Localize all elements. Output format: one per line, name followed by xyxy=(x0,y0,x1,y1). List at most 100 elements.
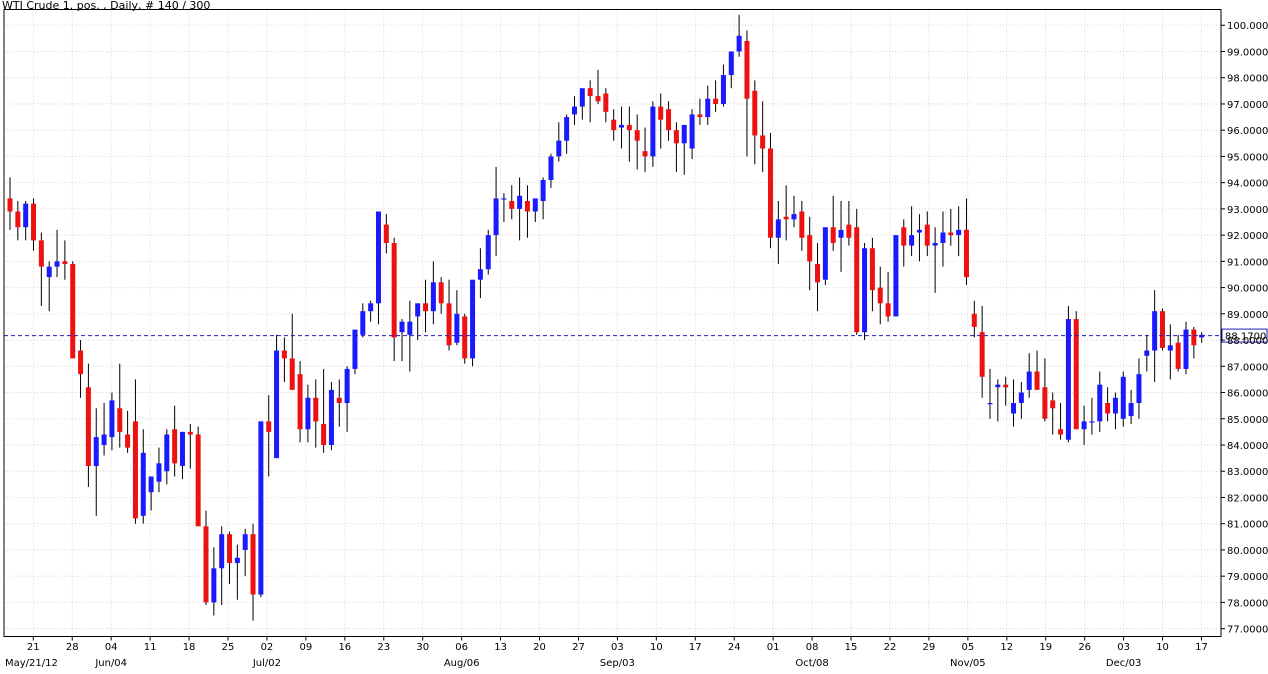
x-tick-label: 13 xyxy=(494,642,507,653)
candle-body xyxy=(634,130,640,141)
candle-body xyxy=(1191,329,1197,346)
candle-body xyxy=(485,235,491,270)
x-tick-label: 17 xyxy=(689,642,702,653)
candle-body xyxy=(517,195,523,209)
y-tick-label: 92.0000 xyxy=(1227,231,1268,242)
candle-body xyxy=(830,227,836,243)
candle-body xyxy=(1167,345,1173,351)
x-tick-label: 01 xyxy=(767,642,780,653)
candle-body xyxy=(172,429,178,464)
candle-body xyxy=(195,434,201,527)
candle-body xyxy=(227,534,233,564)
x-tick-label: 12 xyxy=(1000,642,1013,653)
candle-body xyxy=(1081,421,1087,430)
month-label: Aug/06 xyxy=(444,658,480,669)
x-tick-label: 09 xyxy=(300,642,313,653)
candle-body xyxy=(509,201,515,209)
month-label: Jul/02 xyxy=(252,658,281,669)
candle-body xyxy=(313,397,319,422)
candle-body xyxy=(415,303,421,317)
candle-body xyxy=(62,261,68,264)
candle-body xyxy=(454,313,460,343)
candle-body xyxy=(391,242,397,338)
candle-body xyxy=(281,350,287,359)
candle-body xyxy=(46,266,52,278)
y-tick-label: 95.0000 xyxy=(1227,152,1268,163)
candle-body xyxy=(164,434,170,472)
candle-body xyxy=(799,211,805,238)
month-label: Jun/04 xyxy=(94,658,127,669)
x-tick-label: 06 xyxy=(455,642,468,653)
candle-body xyxy=(274,350,280,459)
candle-body xyxy=(963,229,969,278)
current-price-box xyxy=(1221,328,1268,343)
candle-body xyxy=(916,229,922,233)
x-tick-label: 28 xyxy=(66,642,79,653)
candle-body xyxy=(407,321,413,335)
candle-body xyxy=(15,211,21,228)
candle-body xyxy=(838,229,844,238)
candle-body xyxy=(117,408,123,432)
candle-body xyxy=(1089,421,1095,423)
y-tick-label: 79.0000 xyxy=(1227,572,1268,583)
current-price-line: 88.1700 xyxy=(4,328,1268,343)
candle-body xyxy=(971,313,977,327)
price-axis: 100.0000 99.0000 98.0000 97.0000 96.0000 95.0… xyxy=(1221,21,1268,636)
candle-body xyxy=(242,534,248,550)
candle-body xyxy=(187,431,193,435)
candle-body xyxy=(211,568,217,603)
candle-body xyxy=(705,98,711,118)
candle-body xyxy=(289,358,295,390)
candle-body xyxy=(85,387,91,466)
candle-body xyxy=(1097,384,1103,422)
candle-body xyxy=(132,421,138,519)
candle-body xyxy=(603,93,609,112)
candle-body xyxy=(266,421,272,432)
candle-body xyxy=(1144,350,1150,356)
candle-body xyxy=(1034,371,1040,390)
candle-body xyxy=(822,227,828,280)
x-tick-label: 23 xyxy=(377,642,390,653)
candle-body xyxy=(713,98,719,104)
candle-body xyxy=(548,156,554,181)
candle-body xyxy=(720,75,726,104)
candle-body xyxy=(383,224,389,243)
candle-body xyxy=(877,287,883,304)
candle-body xyxy=(101,434,107,445)
candle-body xyxy=(328,389,334,445)
y-tick-label: 81.0000 xyxy=(1227,520,1268,531)
candle-body xyxy=(744,40,750,99)
candle-body xyxy=(987,403,993,405)
candle-body xyxy=(697,114,703,118)
candle-body xyxy=(854,227,860,333)
candle-body xyxy=(760,135,766,149)
candle-body xyxy=(375,211,381,304)
candle-body xyxy=(7,198,13,212)
candle-body xyxy=(885,303,891,317)
candle-body xyxy=(1152,311,1158,351)
candle-body xyxy=(956,229,962,236)
y-tick-label: 80.0000 xyxy=(1227,546,1268,557)
candle-body xyxy=(430,282,436,312)
candle-body xyxy=(399,321,405,333)
candle-body xyxy=(995,384,1001,388)
candle-body xyxy=(728,51,734,76)
candle-body xyxy=(1112,397,1118,414)
candle-body xyxy=(78,350,84,375)
candle-body xyxy=(109,400,115,438)
candle-body xyxy=(1018,392,1024,404)
candle-body xyxy=(93,437,99,466)
candle-body xyxy=(540,180,546,202)
x-tick-label: 10 xyxy=(1156,642,1169,653)
y-tick-label: 98.0000 xyxy=(1227,74,1268,85)
candle-body xyxy=(1050,400,1056,409)
candle-body xyxy=(493,198,499,236)
month-label: May/21/12 xyxy=(5,658,58,669)
candle-body xyxy=(815,263,821,283)
candle-body xyxy=(626,124,632,131)
candle-body xyxy=(666,109,672,131)
candle-body xyxy=(446,303,452,346)
candle-body xyxy=(658,106,664,120)
x-tick-label: 21 xyxy=(27,642,40,653)
